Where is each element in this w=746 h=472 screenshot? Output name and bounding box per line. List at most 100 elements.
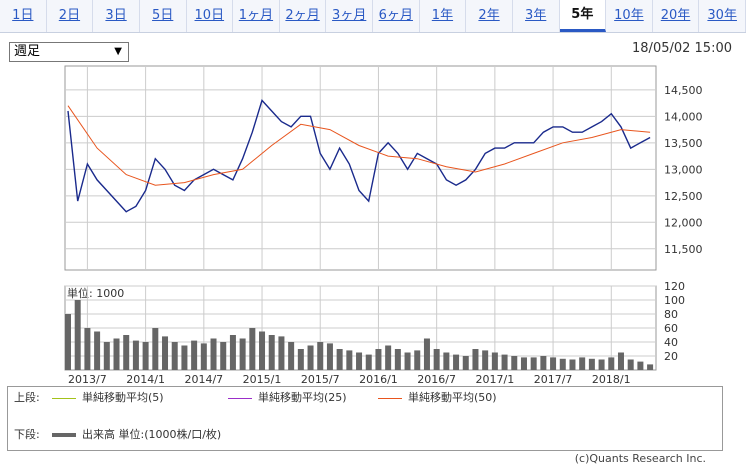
range-tab-6[interactable]: 2ヶ月 <box>280 0 327 32</box>
volume-bar-5 <box>113 338 120 370</box>
volume-bar-58 <box>627 359 634 370</box>
x-tick-label-7: 2017/1 <box>476 373 515 384</box>
x-tick-label-5: 2016/1 <box>359 373 398 384</box>
price-y-tick-0: 11,500 <box>664 243 703 256</box>
legend-item-ma25: 単純移動平均(25) <box>228 390 347 406</box>
legend-label-ma25: 単純移動平均(25) <box>258 391 347 404</box>
volume-bar-53 <box>579 357 586 370</box>
range-tab-3[interactable]: 5日 <box>140 0 187 32</box>
volume-bar-16 <box>220 342 227 370</box>
volume-bar-35 <box>404 352 411 370</box>
volume-bar-43 <box>482 350 489 370</box>
price-chart: 11,500 12,000 12,500 13,000 13,500 14,000 14,5… <box>64 65 703 384</box>
volume-bar-3 <box>94 331 101 370</box>
volume-bar-20 <box>259 331 266 370</box>
legend-lower-label: 下段: <box>14 428 40 441</box>
volume-bar-45 <box>501 354 508 370</box>
range-tab-13[interactable]: 10年 <box>606 0 653 32</box>
volume-bar-15 <box>210 338 217 370</box>
volume-bar-46 <box>511 356 518 370</box>
volume-bar-51 <box>559 358 566 370</box>
vol-y-tick-2: 60 <box>664 322 678 335</box>
volume-bar-40 <box>453 354 460 370</box>
volume-bar-49 <box>540 356 547 370</box>
volume-bar-42 <box>472 349 479 370</box>
volume-bar-28 <box>336 349 343 370</box>
volume-bar-11 <box>171 342 178 370</box>
price-y-tick-1: 12,000 <box>664 216 703 229</box>
volume-bar-50 <box>550 357 557 370</box>
x-tick-label-8: 2017/7 <box>534 373 573 384</box>
volume-bar-10 <box>162 336 169 370</box>
volume-bar-8 <box>142 342 149 370</box>
volume-bar-47 <box>520 357 527 370</box>
volume-bar-25 <box>307 345 314 370</box>
volume-bar-32 <box>375 349 382 370</box>
price-y-tick-2: 12,500 <box>664 190 703 203</box>
x-tick-label-4: 2015/7 <box>301 373 340 384</box>
range-tab-12[interactable]: 5年 <box>559 0 607 32</box>
volume-bar-6 <box>123 335 130 370</box>
volume-bar-18 <box>239 338 246 370</box>
volume-bar-33 <box>385 345 392 370</box>
chevron-down-icon: ▼ <box>114 46 122 57</box>
volume-bar-7 <box>132 340 139 370</box>
chart-timestamp: 18/05/02 15:00 <box>632 41 732 56</box>
volume-bar-60 <box>647 364 654 370</box>
x-tick-label-3: 2015/1 <box>243 373 282 384</box>
legend-item-volume: 出来高 単位:(1000株/口/枚) <box>52 427 221 443</box>
x-tick-label-6: 2016/7 <box>417 373 456 384</box>
volume-unit-label: 単位: 1000 <box>67 286 124 300</box>
range-tab-7[interactable]: 3ヶ月 <box>326 0 373 32</box>
legend-swatch-ma5 <box>52 397 76 399</box>
range-tab-1[interactable]: 2日 <box>47 0 94 32</box>
volume-bar-29 <box>346 350 353 370</box>
chart-legend: 上段: 単純移動平均(5) 単純移動平均(25) 単純移動平均(50) 下段: … <box>7 386 723 451</box>
volume-bar-59 <box>637 361 644 370</box>
volume-bar-54 <box>588 358 595 370</box>
volume-bar-31 <box>365 354 372 370</box>
period-select[interactable]: 週足 ▼ <box>9 42 129 62</box>
volume-bar-39 <box>443 352 450 370</box>
range-tab-4[interactable]: 10日 <box>187 0 234 32</box>
price-y-tick-4: 13,500 <box>664 137 703 150</box>
range-tab-0[interactable]: 1日 <box>0 0 47 32</box>
range-tab-5[interactable]: 1ヶ月 <box>233 0 280 32</box>
period-select-value: 週足 <box>14 44 41 59</box>
price-y-tick-5: 14,000 <box>664 110 703 123</box>
volume-bar-19 <box>249 328 256 370</box>
volume-bar-17 <box>229 335 236 370</box>
volume-bar-27 <box>326 343 333 370</box>
ma-line <box>67 105 651 186</box>
range-tab-2[interactable]: 3日 <box>93 0 140 32</box>
legend-label-ma5: 単純移動平均(5) <box>82 391 164 404</box>
legend-swatch-ma50 <box>378 397 402 399</box>
legend-item-ma50: 単純移動平均(50) <box>378 390 497 406</box>
range-tab-9[interactable]: 1年 <box>420 0 467 32</box>
volume-bar-57 <box>617 352 624 370</box>
x-tick-label-9: 2018/1 <box>592 373 631 384</box>
x-tick-label-2: 2014/7 <box>184 373 223 384</box>
volume-bar-36 <box>414 350 421 370</box>
volume-bar-4 <box>103 342 110 370</box>
copyright-text: (c)Quants Research Inc. <box>574 452 706 465</box>
legend-swatch-volume <box>52 433 76 437</box>
range-tab-10[interactable]: 2年 <box>466 0 513 32</box>
volume-bar-22 <box>278 336 285 370</box>
range-tab-8[interactable]: 6ヶ月 <box>373 0 420 32</box>
volume-bar-26 <box>317 342 324 370</box>
volume-bar-24 <box>297 349 304 370</box>
x-tick-label-0: 2013/7 <box>68 373 107 384</box>
vol-y-tick-5: 120 <box>664 280 685 293</box>
volume-bar-41 <box>462 356 469 370</box>
volume-bar-23 <box>288 342 295 370</box>
range-tab-14[interactable]: 20年 <box>653 0 700 32</box>
volume-bar-13 <box>191 340 198 370</box>
vol-y-tick-0: 20 <box>664 350 678 363</box>
volume-bar-55 <box>598 359 605 370</box>
volume-bar-2 <box>84 328 91 370</box>
range-tab-11[interactable]: 3年 <box>513 0 560 32</box>
vol-y-tick-3: 80 <box>664 308 678 321</box>
range-tabs: 1日 2日 3日 5日 10日 1ヶ月 2ヶ月 3ヶ月 6ヶ月 1年 2年 3年 5年 10年 20年 30年 <box>0 0 746 33</box>
legend-label-ma50: 単純移動平均(50) <box>408 391 497 404</box>
